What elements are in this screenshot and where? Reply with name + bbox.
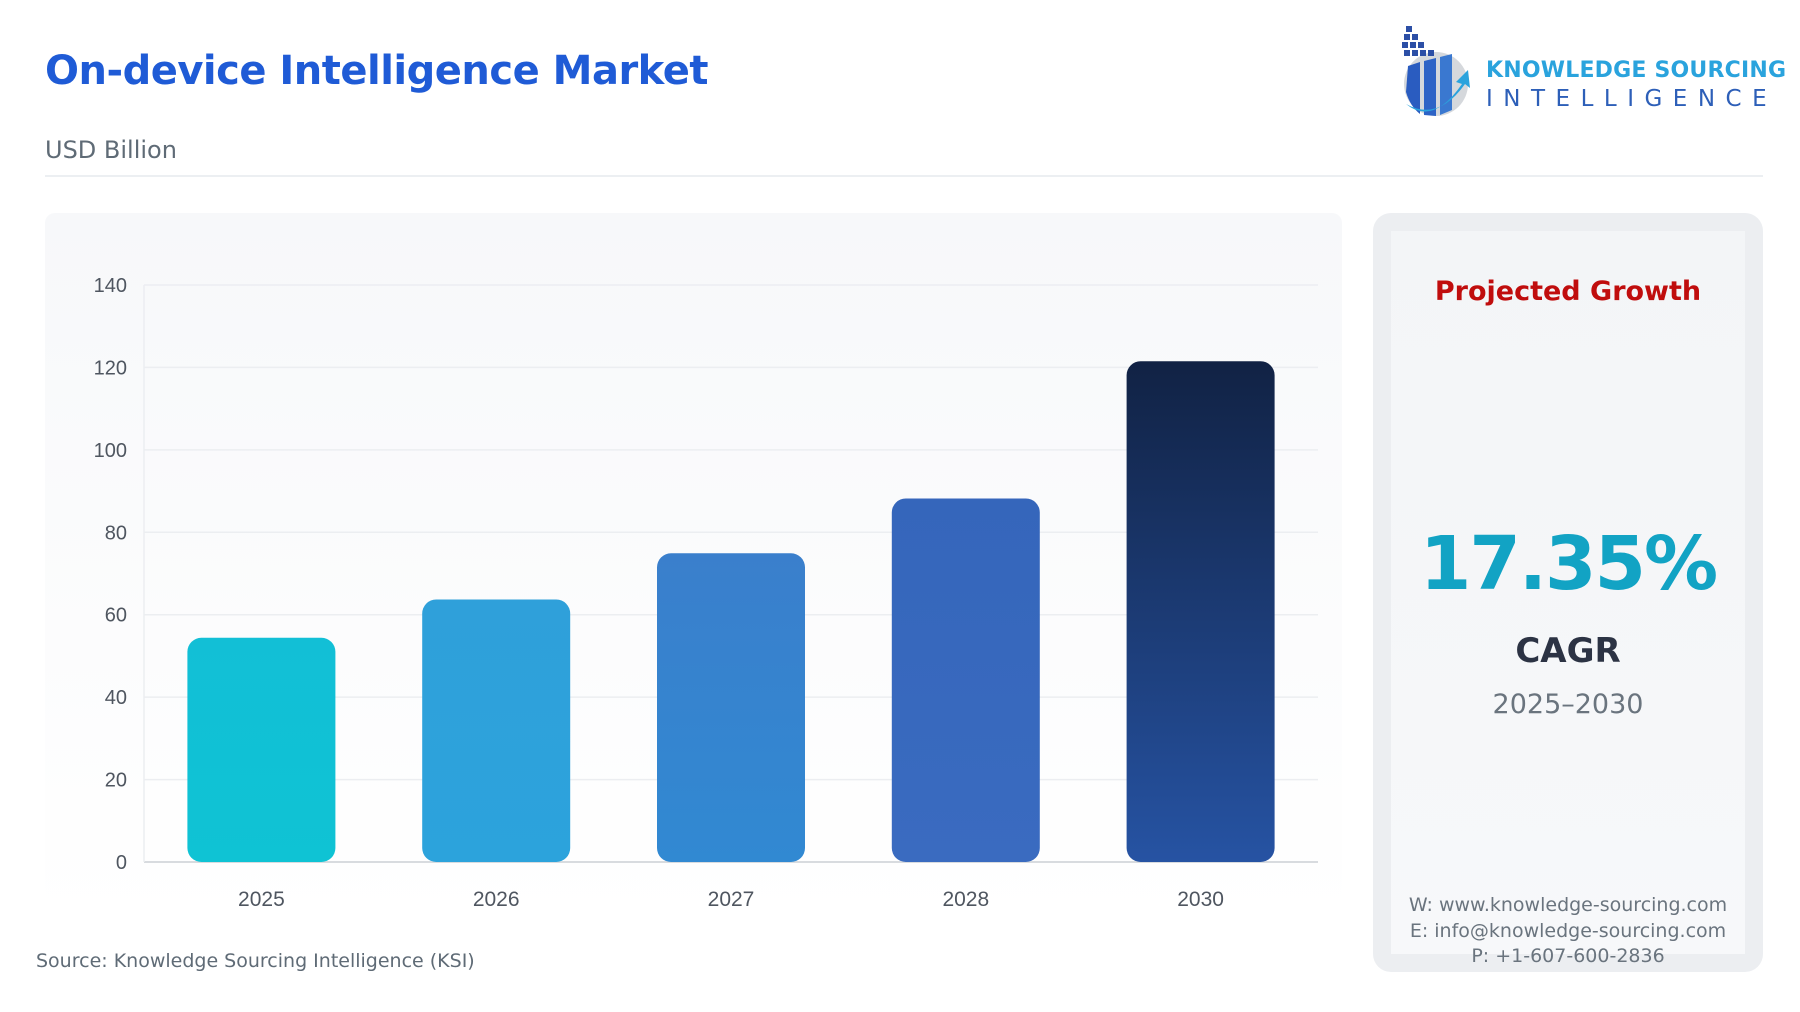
contact-phone: P: +1-607-600-2836 <box>1471 945 1665 967</box>
y-tick-label: 80 <box>105 522 127 544</box>
divider <box>45 175 1763 177</box>
y-tick-label: 100 <box>94 440 127 462</box>
source-note: Source: Knowledge Sourcing Intelligence … <box>36 950 475 972</box>
y-tick-label: 120 <box>94 357 127 379</box>
bar-2026 <box>422 599 571 862</box>
logo-text-line1: KNOWLEDGE SOURCING <box>1486 58 1787 83</box>
growth-heading: Projected Growth <box>1434 276 1702 307</box>
cagr-period: 2025–2030 <box>1492 689 1644 720</box>
x-tick-label: 2030 <box>1177 888 1224 911</box>
contact-email: E: info@knowledge-sourcing.com <box>1409 920 1727 942</box>
x-tick-label: 2028 <box>942 888 989 911</box>
bar-2025 <box>187 637 336 862</box>
cagr-label: CAGR <box>1515 631 1621 671</box>
bar-2028 <box>891 498 1040 862</box>
cagr-value: 17.35% <box>1419 521 1718 607</box>
unit-subtitle: USD Billion <box>45 136 177 164</box>
bar-chart: 0 20 40 60 80 100 120 140 2025 2026 2027 2028 2030 <box>94 275 1318 911</box>
y-tick-label: 140 <box>94 275 127 297</box>
page-title: On-device Intelligence Market <box>45 48 708 94</box>
growth-card: Projected Growth 17.35% CAGR 2025–2030 W… <box>1373 213 1763 972</box>
y-tick-label: 60 <box>105 605 127 627</box>
y-tick-label: 20 <box>105 770 127 792</box>
x-tick-label: 2026 <box>473 888 520 911</box>
chart-panel: 0 20 40 60 80 100 120 140 2025 2026 2027 2028 2030 <box>45 213 1342 923</box>
x-tick-label: 2027 <box>708 888 755 911</box>
logo-text-line2: INTELLIGENCE <box>1486 86 1778 112</box>
y-tick-label: 40 <box>105 687 127 709</box>
y-tick-label: 0 <box>116 852 127 874</box>
bar-2030 <box>1126 361 1275 862</box>
bar-2027 <box>657 553 805 862</box>
contact-website: W: www.knowledge-sourcing.com <box>1408 894 1728 916</box>
company-logo: KNOWLEDGE SOURCING INTELLIGENCE <box>1398 26 1786 118</box>
x-tick-label: 2025 <box>238 888 285 911</box>
logo-icon <box>1402 26 1470 116</box>
